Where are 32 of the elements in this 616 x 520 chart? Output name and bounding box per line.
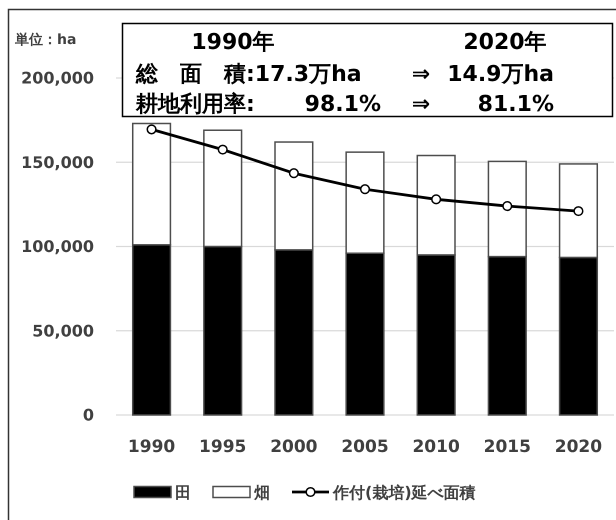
point — [502, 201, 512, 212]
x-tick-label: 2015 — [484, 437, 531, 457]
x-tick-label: 2005 — [341, 437, 389, 457]
annotation: 耕地利用率: — [135, 91, 255, 117]
annotation: ⇒ — [412, 92, 430, 117]
text: 2020年 — [463, 30, 547, 55]
point — [573, 206, 584, 216]
annotation: 98.1% — [304, 92, 381, 117]
point — [431, 194, 442, 204]
annotation: ⇒ — [412, 62, 430, 87]
legend-label: 田 — [175, 483, 191, 502]
x-tick-label: 2000 — [270, 437, 318, 457]
point — [146, 124, 157, 134]
x-tick-label: 1995 — [199, 437, 246, 457]
y-axis-title: 単位：ha — [14, 32, 76, 48]
point — [360, 184, 370, 194]
y-tick-label: 200,000 — [21, 68, 94, 88]
annotation: 総 面 積:17.3万ha — [135, 62, 362, 87]
x-tick-label: 2010 — [412, 437, 460, 457]
x-tick-label: 2020 — [554, 437, 602, 457]
legend-label: 作付(栽培)延べ面積 — [332, 483, 476, 502]
y-tick-label: 0 — [82, 406, 94, 424]
x-tick-label: 1990 — [128, 437, 176, 457]
text: 1990年 — [191, 30, 275, 55]
annotation: 14.9万ha — [447, 62, 554, 87]
legend-label: 畑 — [253, 483, 270, 502]
y-tick-label: 50,000 — [32, 321, 94, 340]
point — [288, 168, 299, 178]
point — [218, 144, 228, 155]
annotation: 81.1% — [478, 92, 554, 117]
y-tick-label: 150,000 — [21, 152, 94, 172]
y-tick-label: 100,000 — [21, 237, 94, 256]
